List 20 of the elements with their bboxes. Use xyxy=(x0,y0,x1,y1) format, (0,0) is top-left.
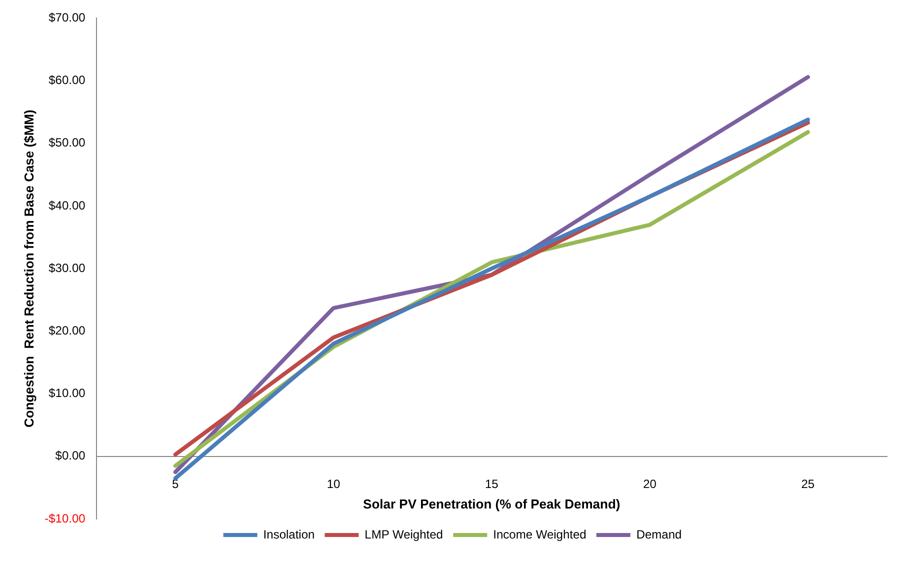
y-tick-label: $20.00 xyxy=(48,324,86,338)
x-tick-label: 5 xyxy=(172,476,180,491)
y-tick-label: $0.00 xyxy=(55,448,86,463)
legend-label: Income Weighted xyxy=(493,527,586,542)
x-tick-label: 25 xyxy=(801,476,815,491)
x-tick-label: 10 xyxy=(326,476,341,491)
y-tick-label: $50.00 xyxy=(48,136,86,150)
legend-label: LMP Weighted xyxy=(364,527,443,542)
x-tick-label: 15 xyxy=(484,476,499,491)
legend-label: Insolation xyxy=(263,527,315,542)
y-tick-label: $10.00 xyxy=(48,386,86,400)
y-tick-label: $30.00 xyxy=(48,260,86,275)
x-axis-title: Solar PV Penetration (% of Peak Demand) xyxy=(363,496,620,512)
y-tick-label: $70.00 xyxy=(48,10,86,25)
x-tick-label: 20 xyxy=(643,476,657,491)
y-axis-title: Congestion Rent Reduction from Base Case ($MM) xyxy=(21,110,36,428)
y-tick-label: $60.00 xyxy=(48,73,86,88)
y-tick-label: -$10.00 xyxy=(44,511,86,526)
y-tick-label: $40.00 xyxy=(48,198,86,212)
legend-label: Demand xyxy=(636,527,682,542)
